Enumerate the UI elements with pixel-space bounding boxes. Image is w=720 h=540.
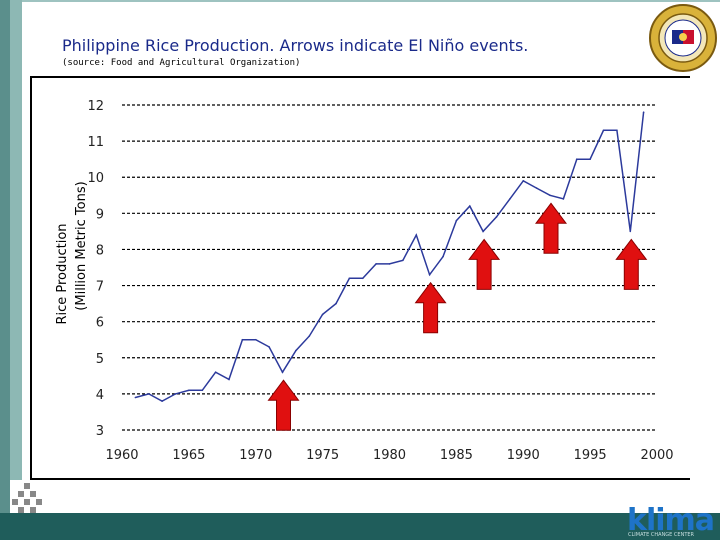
data-point: [522, 180, 525, 182]
y-tick-label: 11: [87, 135, 104, 150]
data-point: [402, 259, 404, 262]
data-point: [321, 313, 324, 316]
el-nino-arrow-1992: [535, 202, 567, 254]
data-point: [455, 219, 458, 222]
x-tick-label: 1995: [574, 448, 607, 463]
data-point: [335, 302, 337, 305]
x-tick-label: 1980: [373, 448, 406, 463]
page-title: Philippine Rice Production. Arrows indic…: [62, 36, 529, 55]
bottom-band: [0, 513, 720, 540]
grid-lines: [122, 104, 657, 431]
data-point: [134, 396, 137, 399]
x-tick-label: 1965: [172, 448, 205, 463]
government-seal-icon: [649, 4, 717, 72]
data-point: [308, 335, 311, 337]
data-point: [361, 277, 364, 280]
top-rule: [22, 0, 720, 2]
data-point: [575, 158, 578, 160]
data-point: [188, 389, 190, 392]
data-point: [174, 393, 177, 395]
data-point: [482, 230, 484, 233]
el-nino-arrow-1972: [267, 379, 300, 431]
x-tick-label: 1985: [440, 448, 473, 463]
y-tick-label: 9: [96, 207, 104, 222]
data-point: [428, 273, 431, 276]
data-point: [535, 187, 538, 189]
y-tick-label: 12: [87, 99, 104, 114]
data-point: [509, 198, 511, 200]
data-point: [201, 389, 204, 392]
data-point: [254, 338, 257, 341]
y-tick-label: 7: [96, 280, 104, 295]
left-decor-bar: [0, 0, 10, 540]
data-point: [388, 263, 391, 265]
data-point: [629, 230, 632, 233]
data-point: [295, 349, 297, 352]
el-nino-arrows: [267, 202, 648, 431]
x-tick-label: 1960: [105, 448, 138, 463]
y-tick-label: 6: [96, 316, 104, 331]
series-line: [134, 111, 645, 402]
y-axis-label-units: (Million Metric Tons): [74, 181, 89, 310]
klima-logo: klima: [627, 503, 715, 538]
y-tick-label: 5: [96, 352, 104, 367]
data-point: [161, 400, 163, 402]
data-point: [348, 277, 351, 280]
data-point: [589, 158, 591, 160]
y-tick-label: 4: [96, 388, 104, 403]
data-point: [616, 129, 618, 132]
data-point: [495, 216, 498, 218]
el-nino-arrow-1987: [468, 238, 501, 290]
x-tick-label: 1990: [507, 448, 540, 463]
x-tick-label: 1975: [306, 448, 339, 463]
x-tick-label: 1970: [239, 448, 272, 463]
data-point: [468, 205, 471, 207]
data-point: [147, 393, 150, 395]
el-nino-arrow-1983: [414, 281, 447, 334]
data-point: [549, 194, 551, 197]
data-point: [241, 338, 244, 341]
data-point: [228, 378, 230, 381]
x-tick-label: 2000: [640, 448, 673, 463]
x-tick-labels: 1960 1965 1970 1975 1980 1985 1990 1995 2000: [105, 448, 673, 463]
data-point: [562, 198, 565, 200]
data-point: [442, 255, 444, 258]
y-tick-label: 3: [96, 424, 104, 439]
y-tick-labels: 3 4 5 6 7 8 9 10 11 12: [87, 99, 104, 439]
y-tick-label: 10: [87, 171, 104, 186]
data-point: [281, 371, 284, 374]
data-point: [214, 371, 217, 374]
data-point: [642, 111, 645, 114]
data-point: [602, 129, 605, 132]
data-point: [375, 263, 377, 265]
y-tick-label: 8: [96, 243, 104, 258]
source-note: (source: Food and Agricultural Organizat…: [62, 58, 301, 68]
klima-logo-tagline: CLIMATE CHANGE CENTER: [628, 532, 695, 538]
el-nino-arrow-1998: [615, 238, 648, 290]
y-axis-label: Rice Production: [55, 223, 70, 324]
data-point: [268, 346, 270, 348]
data-point: [415, 234, 418, 236]
left-decor-bar-light: [10, 0, 22, 480]
